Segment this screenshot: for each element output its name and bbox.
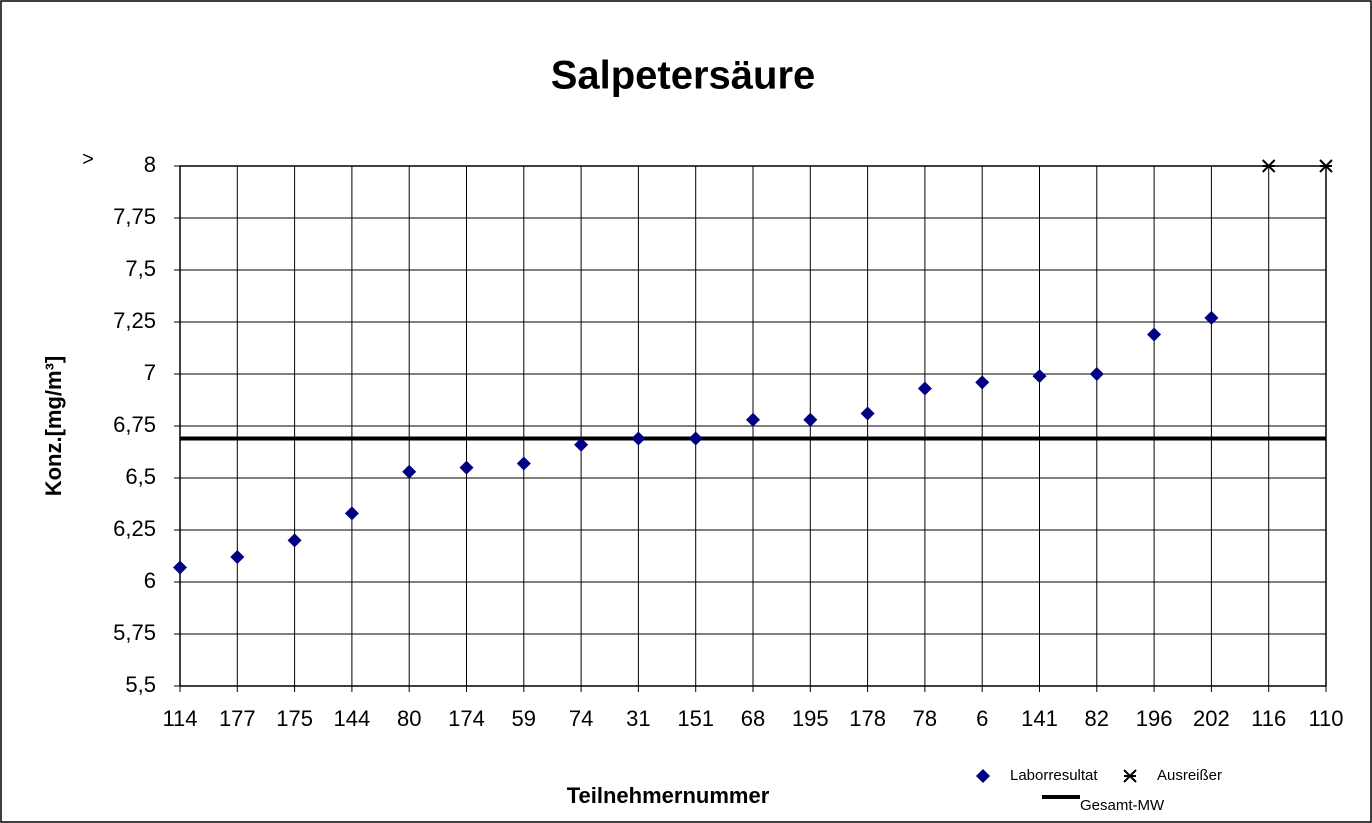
data-point [173,560,187,575]
data-point [574,437,589,452]
x-tick-label: 175 [276,706,313,731]
x-tick-label: 82 [1085,706,1109,731]
data-point [975,375,990,390]
data-point [1204,310,1219,325]
x-tick-label: 74 [569,706,593,731]
y-tick-label: 7,75 [113,204,156,229]
x-tick-label: 78 [913,706,937,731]
legend-label: Ausreißer [1157,767,1222,784]
data-point [917,381,932,396]
x-tick-label: 174 [448,706,485,731]
x-tick-label: 144 [334,706,371,731]
x-tick-label: 141 [1021,706,1058,731]
x-tick-label: 31 [626,706,650,731]
data-point [516,456,531,471]
x-tick-label: 59 [512,706,536,731]
y-tick-label: 7 [144,360,156,385]
x-tick-label: 68 [741,706,765,731]
x-tick-label: 80 [397,706,421,731]
data-point [1319,159,1333,173]
legend-marker [976,769,990,783]
x-tick-label: 196 [1136,706,1173,731]
data-point [860,406,875,421]
y-tick-label: 6,25 [113,516,156,541]
data-point [631,431,646,446]
x-tick-label: 178 [849,706,886,731]
x-tick-label: 114 [162,706,197,731]
data-point [803,412,818,427]
y-tick-label: 7,25 [113,308,156,333]
y-tick-label: 8 [144,152,156,177]
data-point [1147,327,1162,342]
legend-label: Gesamt-MW [1080,797,1165,814]
x-axis-label: Teilnehmernummer [567,783,770,808]
y-tick-label: 5,75 [113,620,156,645]
x-tick-label: 202 [1193,706,1230,731]
data-point [1261,159,1276,173]
legend-marker [1123,769,1137,783]
data-point [287,533,302,548]
y-axis-label: Konz.[mg/m³] [41,356,66,497]
y-tick-label: 7,5 [125,256,156,281]
y-tick-label: 6,5 [125,464,156,489]
x-tick-label: 110 [1308,706,1343,731]
x-tick-label: 195 [792,706,829,731]
data-point [746,412,760,427]
y-tick-label: 6 [144,568,156,593]
x-tick-label: 151 [677,706,714,731]
x-tick-label: 177 [219,706,256,731]
annotation: > [82,148,94,170]
data-point [402,464,417,479]
y-tick-label: 5,5 [125,672,156,697]
x-tick-label: 6 [976,706,988,731]
x-tick-label: 116 [1251,706,1286,731]
plot-border [179,165,1327,687]
data-point [1032,369,1047,384]
data-point [459,460,474,475]
legend-label: Laborresultat [1010,767,1098,784]
y-tick-label: 6,75 [113,412,156,437]
data-point [688,431,703,446]
data-point [1089,367,1104,381]
chart-title: Salpetersäure [551,54,816,98]
data-point [344,506,359,521]
data-point [230,550,245,565]
